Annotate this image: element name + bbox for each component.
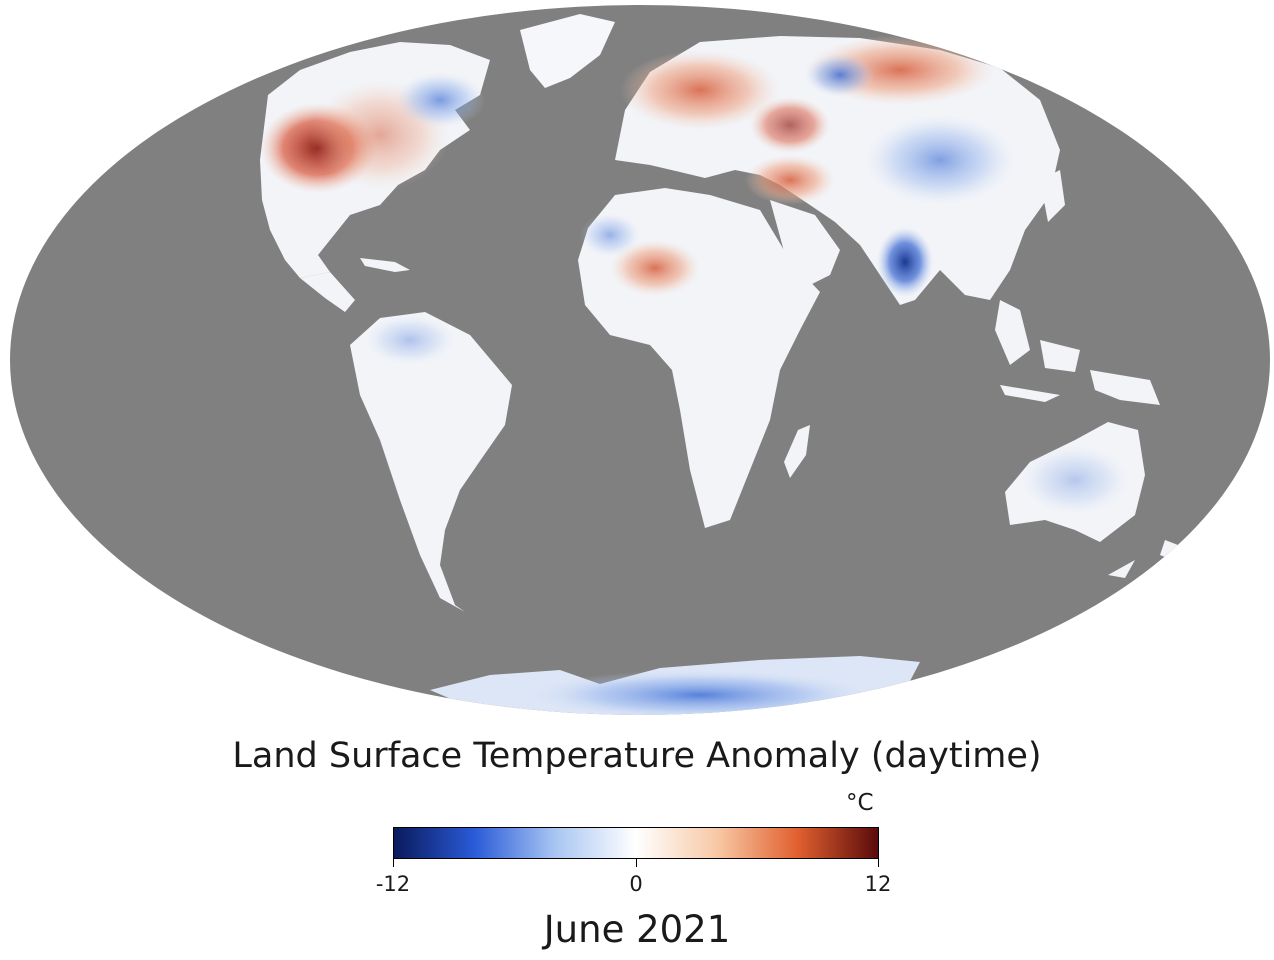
anomaly-cool-russia [805,53,875,97]
date-label: June 2021 [543,908,731,951]
anomaly-warm-sahara [610,240,700,296]
southeast-asia [995,300,1160,405]
tick-label-min: -12 [375,872,411,896]
anomaly-cool-india [877,227,933,297]
caribbean [360,258,410,272]
greenland [520,14,615,88]
arabia [770,200,840,290]
tick-mid [636,859,637,867]
anomaly-cool-canada [395,72,485,128]
south-america [350,312,512,612]
anomaly-cool-south-america [365,315,455,365]
new-zealand [1108,540,1178,578]
anomaly-cool-west-africa [580,213,640,257]
anomaly-hot-russia [750,97,830,153]
map-title: Land Surface Temperature Anomaly (daytim… [232,736,1042,776]
japan [1040,170,1065,222]
anomaly-cool-antarctica [530,670,870,715]
tick-min [393,859,394,867]
tick-label-mid: 0 [629,872,643,896]
unit-label: °C [846,790,874,816]
madagascar [784,425,810,478]
central-america [300,272,355,312]
tick-label-max: 12 [864,872,892,896]
anomaly-cool-australia [1020,445,1130,515]
anomaly-warm-europe [620,50,780,130]
world-map [10,5,1270,715]
colorbar [393,827,879,859]
anomaly-cool-central-asia [865,115,1015,205]
anomaly-warm-middle-east [745,155,835,205]
tick-max [878,859,879,867]
